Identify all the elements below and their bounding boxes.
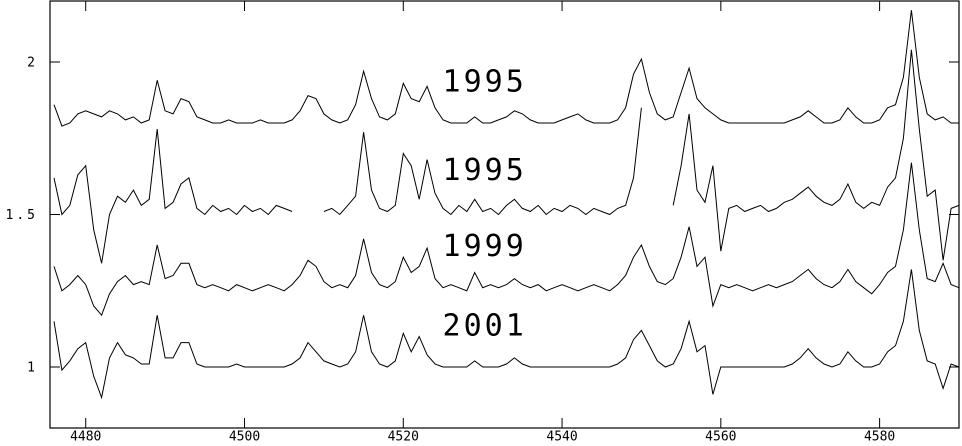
- x-tick-label: 4520: [388, 430, 419, 445]
- x-tick-label: 4480: [70, 430, 101, 445]
- spectrum-line: [53, 10, 959, 127]
- spectrum-line: [53, 269, 960, 400]
- y-tick-label: 1: [27, 361, 38, 376]
- spectrum-line: [53, 162, 960, 317]
- series-label: 1995: [443, 65, 527, 100]
- y-tick-label: 1.5: [6, 208, 38, 223]
- spectrum-line: [53, 49, 960, 264]
- x-tick-label: 4580: [864, 430, 895, 445]
- x-tick-label: 4500: [229, 430, 260, 445]
- series-label: 1995: [443, 153, 527, 188]
- x-tick-label: 4560: [705, 430, 736, 445]
- series-label: 2001: [443, 309, 527, 344]
- x-tick-label: 4540: [546, 430, 577, 445]
- y-tick-label: 2: [27, 56, 38, 71]
- series-label: 1999: [443, 229, 527, 264]
